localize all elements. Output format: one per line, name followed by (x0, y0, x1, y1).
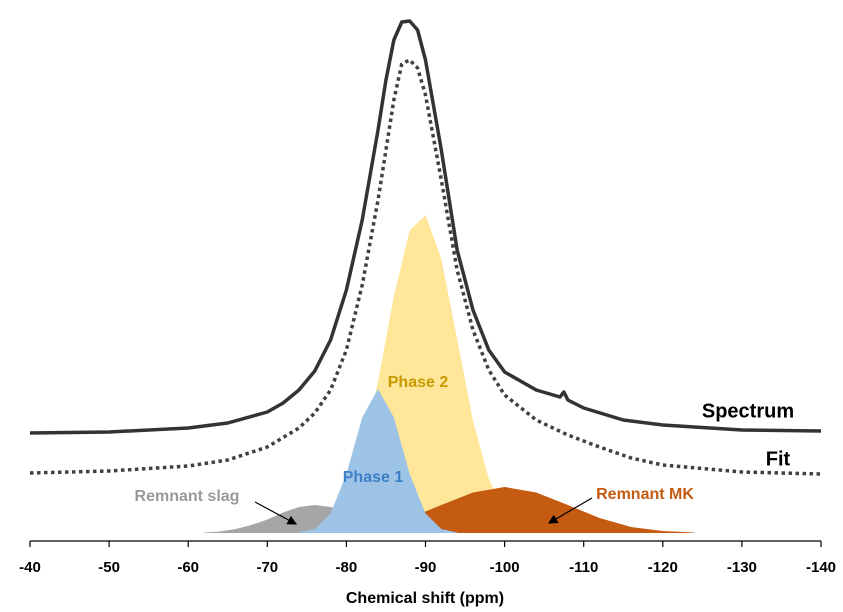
x-axis-title: Chemical shift (ppm) (346, 590, 504, 607)
x-tick-label: -120 (648, 559, 678, 576)
spectrum-line (29, 58, 822, 476)
slag-arrow (254, 501, 298, 525)
series-label: Phase 1 (343, 469, 404, 486)
mk-arrow (547, 497, 593, 524)
series-label: Remnant slag (135, 488, 240, 505)
series-label: Fit (766, 448, 791, 470)
x-tick-label: -50 (98, 559, 120, 576)
x-tick-label: -80 (336, 559, 358, 576)
x-tick-label: -90 (415, 559, 437, 576)
component-area (298, 389, 458, 533)
x-tick-label: -40 (19, 559, 41, 576)
x-tick-label: -60 (177, 559, 199, 576)
x-tick-label: -130 (727, 559, 757, 576)
series-layer (29, 19, 822, 533)
x-tick-label: -100 (490, 559, 520, 576)
x-tick-label: -140 (806, 559, 836, 576)
spectrum-line (29, 19, 822, 435)
x-tick-label: -110 (569, 559, 598, 576)
series-label: Phase 2 (388, 374, 449, 391)
series-label: Remnant MK (596, 486, 694, 503)
x-tick-label: -70 (256, 559, 278, 576)
series-label: Spectrum (702, 400, 794, 422)
